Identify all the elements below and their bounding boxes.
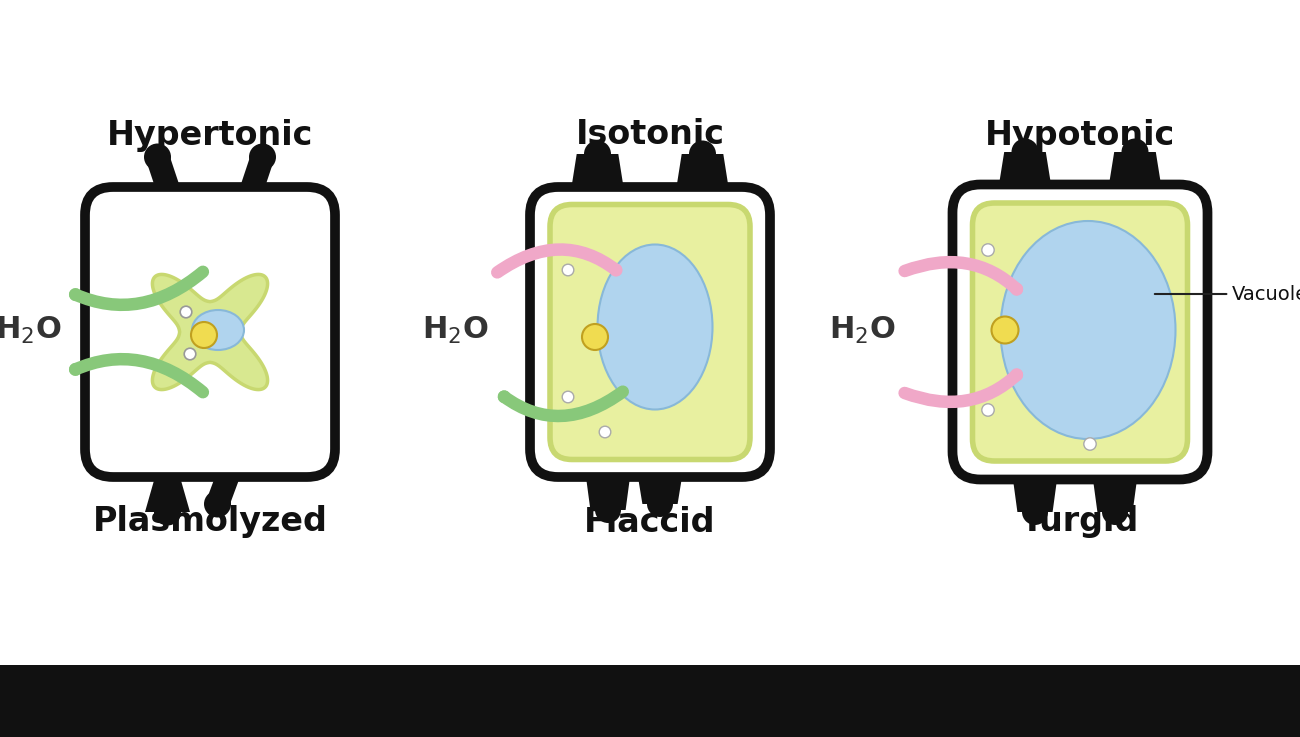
FancyArrowPatch shape	[498, 250, 616, 273]
Circle shape	[647, 491, 673, 517]
Circle shape	[599, 426, 611, 438]
Bar	[0, 665, 1300, 737]
FancyBboxPatch shape	[530, 187, 770, 477]
Polygon shape	[638, 477, 682, 504]
Ellipse shape	[1001, 221, 1175, 439]
Text: H$_2$O: H$_2$O	[421, 315, 489, 346]
Text: Isotonic: Isotonic	[576, 119, 724, 152]
Polygon shape	[1109, 152, 1161, 184]
Polygon shape	[205, 477, 240, 504]
Text: Vacuole: Vacuole	[1154, 284, 1300, 304]
Polygon shape	[146, 157, 179, 187]
Circle shape	[204, 491, 231, 517]
Polygon shape	[146, 477, 190, 512]
Circle shape	[1102, 499, 1128, 525]
Circle shape	[982, 404, 994, 416]
Polygon shape	[240, 157, 276, 187]
Polygon shape	[1093, 480, 1138, 512]
Text: Hypertonic: Hypertonic	[107, 119, 313, 152]
FancyBboxPatch shape	[972, 203, 1187, 461]
Circle shape	[191, 322, 217, 348]
Circle shape	[982, 244, 994, 256]
Circle shape	[1011, 139, 1039, 166]
FancyBboxPatch shape	[550, 204, 750, 459]
Polygon shape	[998, 152, 1050, 184]
Circle shape	[595, 497, 621, 523]
Circle shape	[144, 144, 172, 170]
FancyArrowPatch shape	[504, 391, 623, 416]
FancyArrowPatch shape	[75, 359, 203, 392]
FancyArrowPatch shape	[75, 272, 203, 305]
Circle shape	[584, 141, 611, 167]
FancyArrowPatch shape	[905, 374, 1017, 402]
Circle shape	[562, 264, 573, 276]
Text: Plasmolyzed: Plasmolyzed	[92, 506, 328, 539]
Ellipse shape	[192, 310, 244, 350]
Polygon shape	[152, 274, 268, 390]
Text: H$_2$O: H$_2$O	[0, 315, 61, 346]
Circle shape	[185, 348, 196, 360]
Circle shape	[153, 498, 181, 525]
Circle shape	[1022, 499, 1048, 525]
Circle shape	[250, 144, 276, 170]
FancyBboxPatch shape	[84, 187, 335, 477]
Text: H$_2$O: H$_2$O	[828, 315, 896, 346]
Circle shape	[1084, 438, 1096, 450]
Text: Hypotonic: Hypotonic	[985, 119, 1175, 152]
Circle shape	[562, 391, 573, 403]
FancyBboxPatch shape	[953, 184, 1208, 480]
Circle shape	[181, 306, 192, 318]
Circle shape	[582, 324, 608, 350]
Polygon shape	[586, 477, 630, 510]
Polygon shape	[572, 154, 624, 187]
Polygon shape	[676, 154, 728, 187]
Ellipse shape	[598, 245, 712, 410]
Polygon shape	[1013, 480, 1057, 512]
Text: Flaccid: Flaccid	[584, 506, 716, 539]
Circle shape	[992, 316, 1018, 343]
Circle shape	[689, 141, 716, 167]
Circle shape	[1122, 139, 1148, 166]
Text: Turgid: Turgid	[1020, 506, 1139, 539]
FancyArrowPatch shape	[905, 262, 1017, 290]
